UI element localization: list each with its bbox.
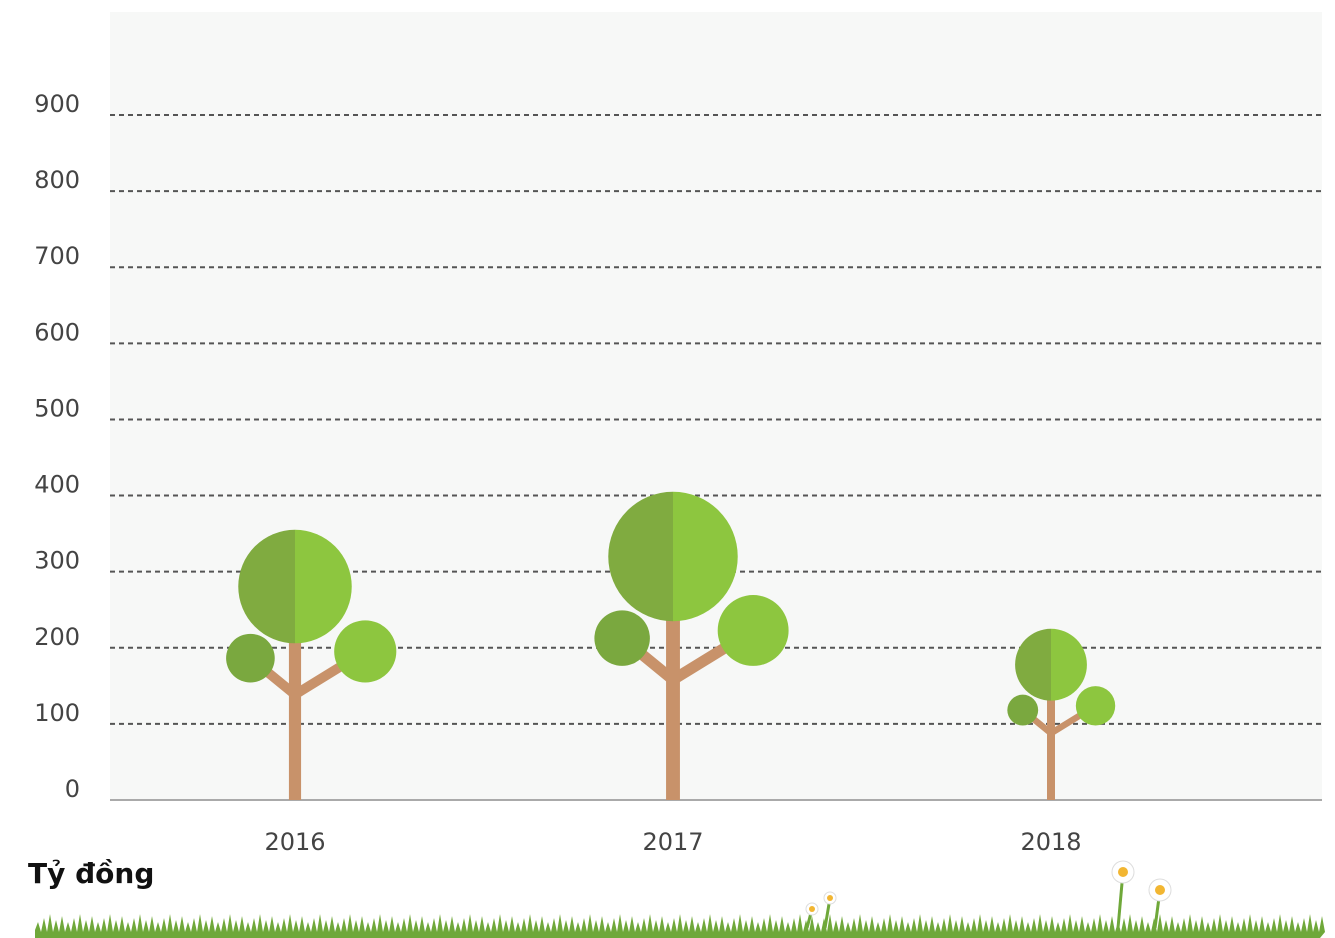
small-leaf	[334, 620, 397, 683]
grass	[35, 914, 1325, 938]
flower-center	[1155, 885, 1165, 895]
unit-label: Tỷ đồng	[28, 857, 154, 890]
x-tick-label: 2017	[642, 828, 703, 856]
x-tick-label: 2016	[264, 828, 325, 856]
canopy-left	[1015, 628, 1051, 701]
tree	[1007, 628, 1116, 800]
y-tick-label: 300	[34, 547, 80, 575]
tree	[594, 491, 789, 800]
grass-decoration	[35, 860, 1325, 938]
flower-center	[827, 895, 833, 901]
canopy-right	[295, 529, 352, 644]
trunk	[1047, 664, 1055, 800]
small-leaf	[1075, 686, 1116, 726]
y-tick-label: 500	[34, 394, 80, 422]
canopy-right	[1051, 628, 1087, 701]
small-leaf	[594, 610, 650, 666]
flower-center	[809, 906, 815, 912]
y-tick-label: 0	[65, 775, 80, 803]
tree	[226, 529, 397, 800]
y-tick-label: 900	[34, 90, 80, 118]
canopy-left	[608, 491, 673, 622]
y-tick-label: 200	[34, 623, 80, 651]
y-tick-label: 100	[34, 699, 80, 727]
canopy-left	[238, 529, 295, 644]
x-tick-label: 2018	[1020, 828, 1081, 856]
small-leaf	[1007, 694, 1039, 726]
plot-background	[110, 12, 1322, 800]
flower-center	[1118, 867, 1128, 877]
y-tick-label: 800	[34, 166, 80, 194]
y-tick-label: 700	[34, 242, 80, 270]
small-leaf	[717, 595, 789, 666]
canopy-right	[673, 491, 738, 622]
small-leaf	[226, 633, 275, 683]
y-tick-label: 600	[34, 318, 80, 346]
y-tick-label: 400	[34, 471, 80, 499]
